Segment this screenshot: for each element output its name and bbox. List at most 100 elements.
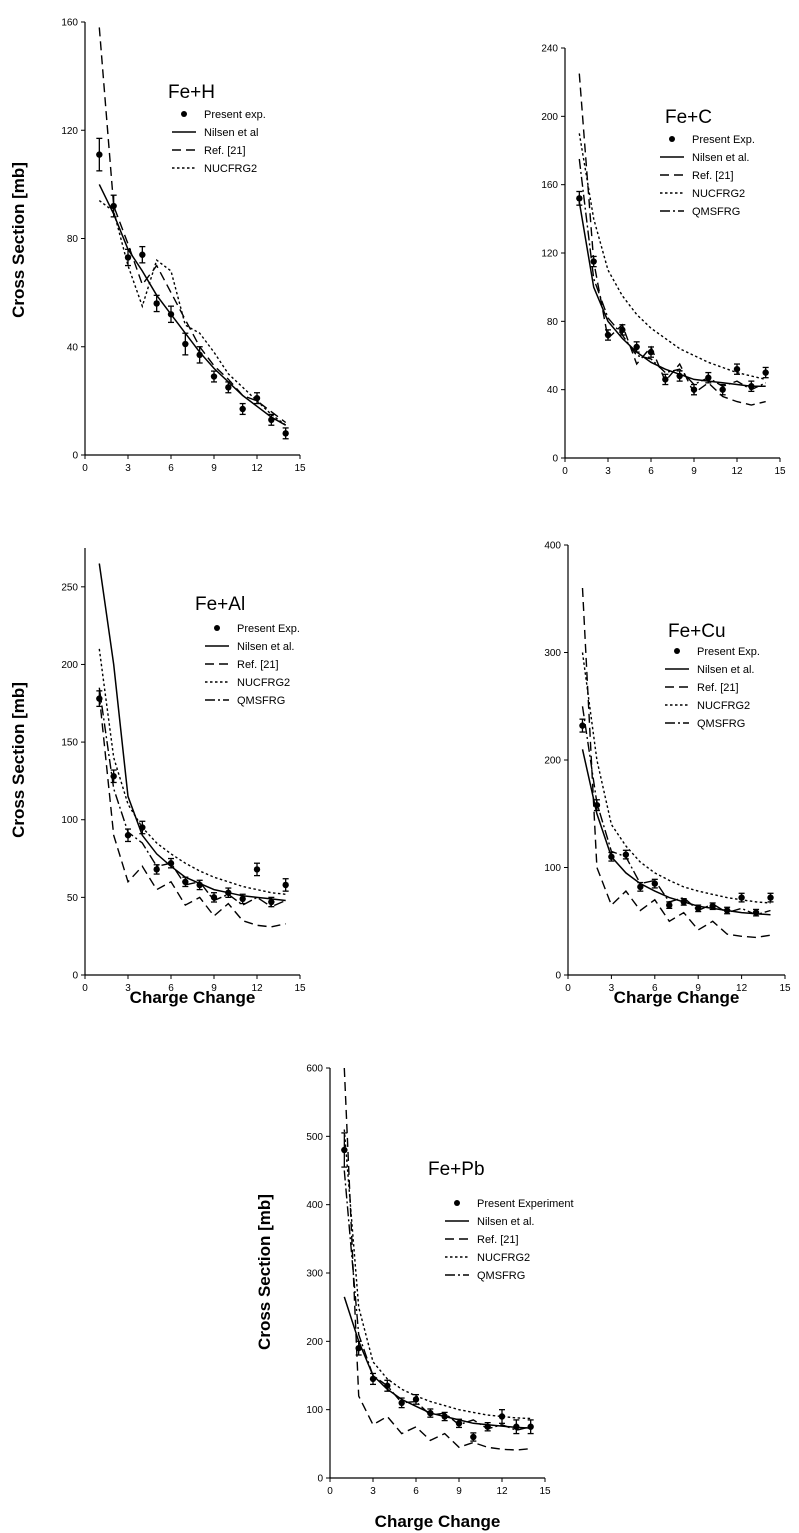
legend-entry: QMSFRG bbox=[665, 718, 745, 730]
panel-fe-h: 0 40 80 120 160 0 3 6 9 12 15 Cross Section [mb] Fe+… bbox=[9, 18, 306, 475]
series-line-solid bbox=[98, 184, 287, 426]
y-tick-label: 200 bbox=[544, 756, 561, 767]
legend-entry: NUCFRG2 bbox=[172, 163, 257, 175]
y-tick-label: 120 bbox=[541, 249, 558, 260]
x-tick-label: 6 bbox=[168, 463, 174, 474]
legend-label: NUCFRG2 bbox=[237, 677, 290, 689]
panel-title: Fe+Cu bbox=[668, 621, 726, 642]
y-tick-label: 200 bbox=[541, 112, 558, 123]
data-point bbox=[666, 901, 673, 909]
y-tick-label: 400 bbox=[306, 1200, 323, 1211]
y-tick-label: 100 bbox=[61, 815, 78, 826]
data-point bbox=[196, 346, 203, 364]
x-tick-label: 0 bbox=[327, 1486, 333, 1497]
panel-fe-al: 0 50 100 150 200 250 0 3 6 9 12 15 Cross Section [mb… bbox=[9, 548, 306, 1007]
x-tick-label: 3 bbox=[609, 983, 615, 994]
series-line-dashed bbox=[98, 695, 286, 928]
x-tick-label: 3 bbox=[125, 983, 131, 994]
series-line-dashed bbox=[343, 1067, 531, 1451]
y-tick-label: 0 bbox=[317, 1474, 323, 1485]
legend-entry: Nilsen et al. bbox=[445, 1216, 534, 1228]
series-line-dashed bbox=[578, 73, 766, 406]
series-line-dashed bbox=[581, 587, 771, 939]
x-tick-label: 15 bbox=[539, 1486, 551, 1497]
data-point bbox=[210, 370, 218, 383]
legend-label: Ref. [21] bbox=[697, 682, 739, 694]
y-tick-label: 0 bbox=[72, 971, 78, 982]
data-point bbox=[139, 245, 146, 264]
x-tick-label: 15 bbox=[294, 463, 306, 474]
legend-entry: Ref. [21] bbox=[665, 682, 739, 694]
legend-label: Ref. [21] bbox=[204, 145, 246, 157]
y-tick-label: 80 bbox=[547, 317, 559, 328]
legend-entry: NUCFRG2 bbox=[205, 677, 290, 689]
legend-label: Ref. [21] bbox=[692, 170, 734, 182]
data-point bbox=[470, 1432, 477, 1442]
y-tick-label: 0 bbox=[555, 971, 561, 982]
legend-label: Present Experiment bbox=[477, 1198, 574, 1210]
y-tick-label: 0 bbox=[72, 451, 78, 462]
y-tick-label: 200 bbox=[306, 1337, 323, 1348]
legend-entry: Nilsen et al. bbox=[665, 664, 754, 676]
x-tick-label: 3 bbox=[605, 466, 611, 477]
x-tick-label: 6 bbox=[652, 983, 658, 994]
legend-entry: NUCFRG2 bbox=[665, 700, 750, 712]
panel-title: Fe+H bbox=[168, 82, 215, 103]
y-tick-label: 120 bbox=[61, 126, 78, 137]
y-tick-label: 150 bbox=[61, 738, 78, 749]
x-tick-label: 9 bbox=[211, 983, 217, 994]
x-tick-label: 9 bbox=[456, 1486, 462, 1497]
y-tick-label: 100 bbox=[544, 863, 561, 874]
x-tick-label: 0 bbox=[565, 983, 571, 994]
y-tick-label: 0 bbox=[552, 454, 558, 465]
y-tick-label: 160 bbox=[61, 18, 78, 29]
legend-entry: Ref. [21] bbox=[172, 145, 246, 157]
legend-entry: QMSFRG bbox=[205, 695, 285, 707]
y-tick-label: 300 bbox=[306, 1269, 323, 1280]
legend-label: Ref. [21] bbox=[477, 1234, 519, 1246]
y-tick-label: 40 bbox=[547, 385, 559, 396]
legend-label: Nilsen et al. bbox=[692, 152, 749, 164]
series-line-dashdot bbox=[581, 706, 771, 916]
y-tick-label: 300 bbox=[544, 648, 561, 659]
data-point bbox=[282, 878, 289, 892]
y-tick-label: 80 bbox=[67, 234, 79, 245]
legend-label: Nilsen et al. bbox=[237, 641, 294, 653]
legend-entry: Ref. [21] bbox=[205, 659, 279, 671]
y-tick-label: 600 bbox=[306, 1064, 323, 1075]
legend-entry: Present Exp. bbox=[669, 134, 755, 146]
y-tick-label: 100 bbox=[306, 1405, 323, 1416]
x-tick-label: 0 bbox=[82, 463, 88, 474]
y-tick-label: 400 bbox=[544, 541, 561, 552]
series-line-dotted bbox=[343, 1129, 531, 1420]
legend-entry: Nilsen et al bbox=[172, 127, 258, 139]
data-point bbox=[96, 137, 103, 172]
legend-entry: QMSFRG bbox=[445, 1270, 525, 1282]
series-line-dashdot bbox=[98, 687, 286, 908]
x-tick-label: 3 bbox=[370, 1486, 376, 1497]
legend-label: Present Exp. bbox=[692, 134, 755, 146]
legend-entry: Present Exp. bbox=[674, 646, 760, 658]
x-tick-label: 12 bbox=[251, 983, 263, 994]
y-axis-label: Cross Section [mb] bbox=[9, 162, 28, 318]
series-line-dashed bbox=[98, 27, 287, 424]
legend-label: NUCFRG2 bbox=[692, 188, 745, 200]
data-point bbox=[676, 370, 683, 382]
y-tick-label: 200 bbox=[61, 660, 78, 671]
legend-entry: QMSFRG bbox=[660, 206, 740, 218]
y-tick-label: 240 bbox=[541, 44, 558, 55]
data-point bbox=[282, 427, 289, 440]
panel-title: Fe+C bbox=[665, 107, 712, 128]
panel-title: Fe+Al bbox=[195, 594, 245, 615]
x-tick-label: 15 bbox=[779, 983, 791, 994]
data-point bbox=[253, 862, 261, 877]
series-line-dotted bbox=[98, 200, 287, 426]
x-tick-label: 9 bbox=[691, 466, 697, 477]
x-tick-label: 6 bbox=[168, 983, 174, 994]
legend-label: QMSFRG bbox=[692, 206, 740, 218]
series-line-solid bbox=[98, 563, 286, 902]
data-point bbox=[579, 718, 586, 733]
legend-label: Nilsen et al. bbox=[697, 664, 754, 676]
x-tick-label: 9 bbox=[211, 463, 217, 474]
